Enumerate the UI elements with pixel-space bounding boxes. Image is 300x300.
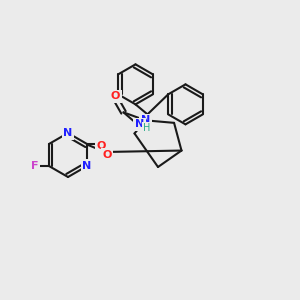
Text: N: N <box>63 128 73 138</box>
Text: N: N <box>82 161 92 171</box>
Text: O: O <box>111 91 120 101</box>
Text: O: O <box>96 141 106 151</box>
Text: O: O <box>102 150 112 160</box>
Text: N: N <box>141 115 150 125</box>
Text: F: F <box>31 161 39 171</box>
Text: N: N <box>135 119 144 129</box>
Text: H: H <box>143 123 150 133</box>
